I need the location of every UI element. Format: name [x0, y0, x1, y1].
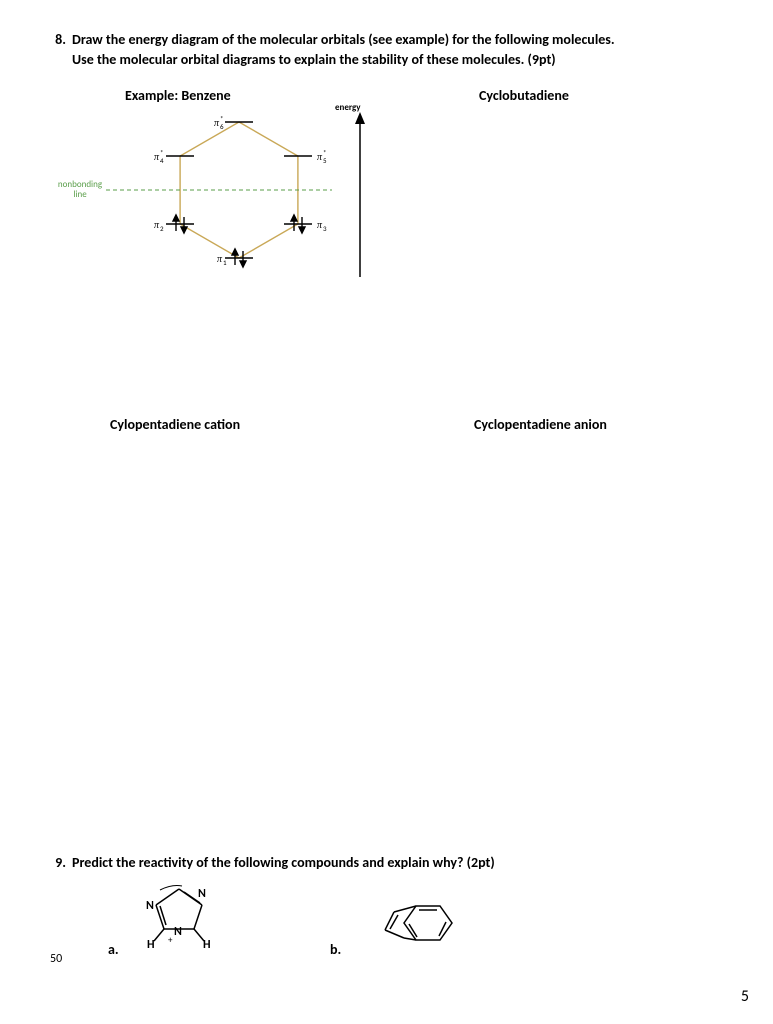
molecule-a-icon: N N N + H H [124, 881, 244, 951]
atom-n: N [174, 925, 182, 939]
atom-h: H [147, 938, 155, 951]
question-8-text: Draw the energy diagram of the molecular… [72, 30, 718, 69]
svg-text:+: + [168, 935, 173, 946]
question-9-text: Predict the reactivity of the following … [72, 853, 718, 873]
q8-line1: Draw the energy diagram of the molecular… [72, 31, 615, 48]
svg-text:6: 6 [220, 122, 224, 131]
header-cyclobutadiene: Cyclobutadiene [384, 87, 718, 104]
svg-text:*: * [220, 114, 224, 123]
atom-h: H [203, 938, 211, 951]
benzene-mo-diagram: π1 π2 π3 π4* π5* π6* [74, 100, 344, 285]
svg-text:3: 3 [323, 224, 327, 233]
svg-text:*: * [323, 148, 327, 157]
q8-row2-headers: Cylopentadiene cation Cyclopentadiene an… [50, 416, 718, 433]
atom-n: N [146, 899, 154, 913]
q8-line2: Use the molecular orbital diagrams to ex… [72, 51, 556, 68]
molecule-b-container: b. [330, 896, 468, 956]
question-9-number: 9. [50, 853, 72, 873]
part-b-label: b. [330, 941, 341, 958]
svg-text:1: 1 [223, 258, 227, 267]
svg-text:5: 5 [323, 156, 327, 165]
svg-text:*: * [160, 148, 164, 157]
part-a-label: a. [108, 941, 119, 958]
question-8: 8. Draw the energy diagram of the molecu… [50, 30, 718, 69]
question-8-number: 8. [50, 30, 72, 69]
svg-text:4: 4 [160, 156, 164, 165]
frost-diagram-row: energy nonbonding line [50, 106, 718, 306]
q9-molecules-row: a. N N N + [50, 881, 718, 956]
footer-left: 50 [50, 952, 62, 966]
energy-arrow-icon [350, 112, 370, 282]
question-9: 9. Predict the reactivity of the followi… [50, 853, 718, 873]
atom-n: N [198, 887, 206, 901]
molecule-b-icon [368, 896, 468, 951]
header-cyclopentadiene-anion: Cyclopentadiene anion [384, 416, 718, 433]
molecule-a-container: a. N N N + [50, 881, 330, 956]
header-cyclopentadiene-cation: Cylopentadiene cation [50, 416, 384, 433]
svg-text:2: 2 [160, 224, 164, 233]
footer-page-number: 5 [741, 987, 749, 1006]
